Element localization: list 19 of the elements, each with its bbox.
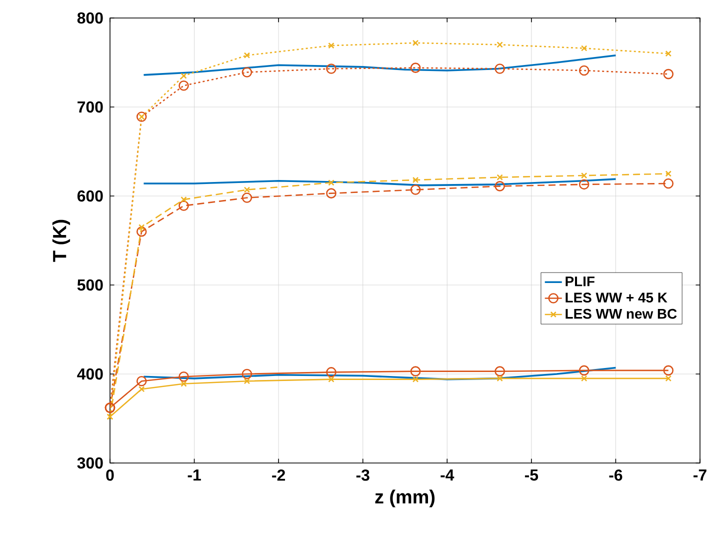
x-axis-title: z (mm): [375, 490, 435, 508]
y-tick-label: 300: [77, 457, 103, 469]
x-tick-label: -2: [272, 470, 286, 481]
legend-label: LES WW + 45 K: [566, 292, 668, 303]
legend-label: LES WW new BC: [566, 308, 677, 319]
y-tick-label: 800: [77, 12, 103, 24]
x-tick-label: 0: [106, 470, 114, 481]
y-tick-label: 700: [78, 101, 103, 113]
x-tick-label: -6: [609, 470, 622, 481]
y-tick-label: 600: [77, 190, 103, 202]
legend-label: PLIF: [566, 276, 594, 286]
x-tick-label: -5: [524, 470, 538, 481]
y-tick-label: 400: [77, 368, 103, 380]
x-tick-label: -1: [188, 470, 201, 480]
x-tick-label: -3: [356, 470, 370, 481]
x-tick-label: -4: [440, 470, 454, 480]
y-axis-title: T (K): [52, 220, 70, 262]
y-tick-label: 500: [77, 279, 103, 291]
x-tick-label: -7: [694, 470, 706, 480]
